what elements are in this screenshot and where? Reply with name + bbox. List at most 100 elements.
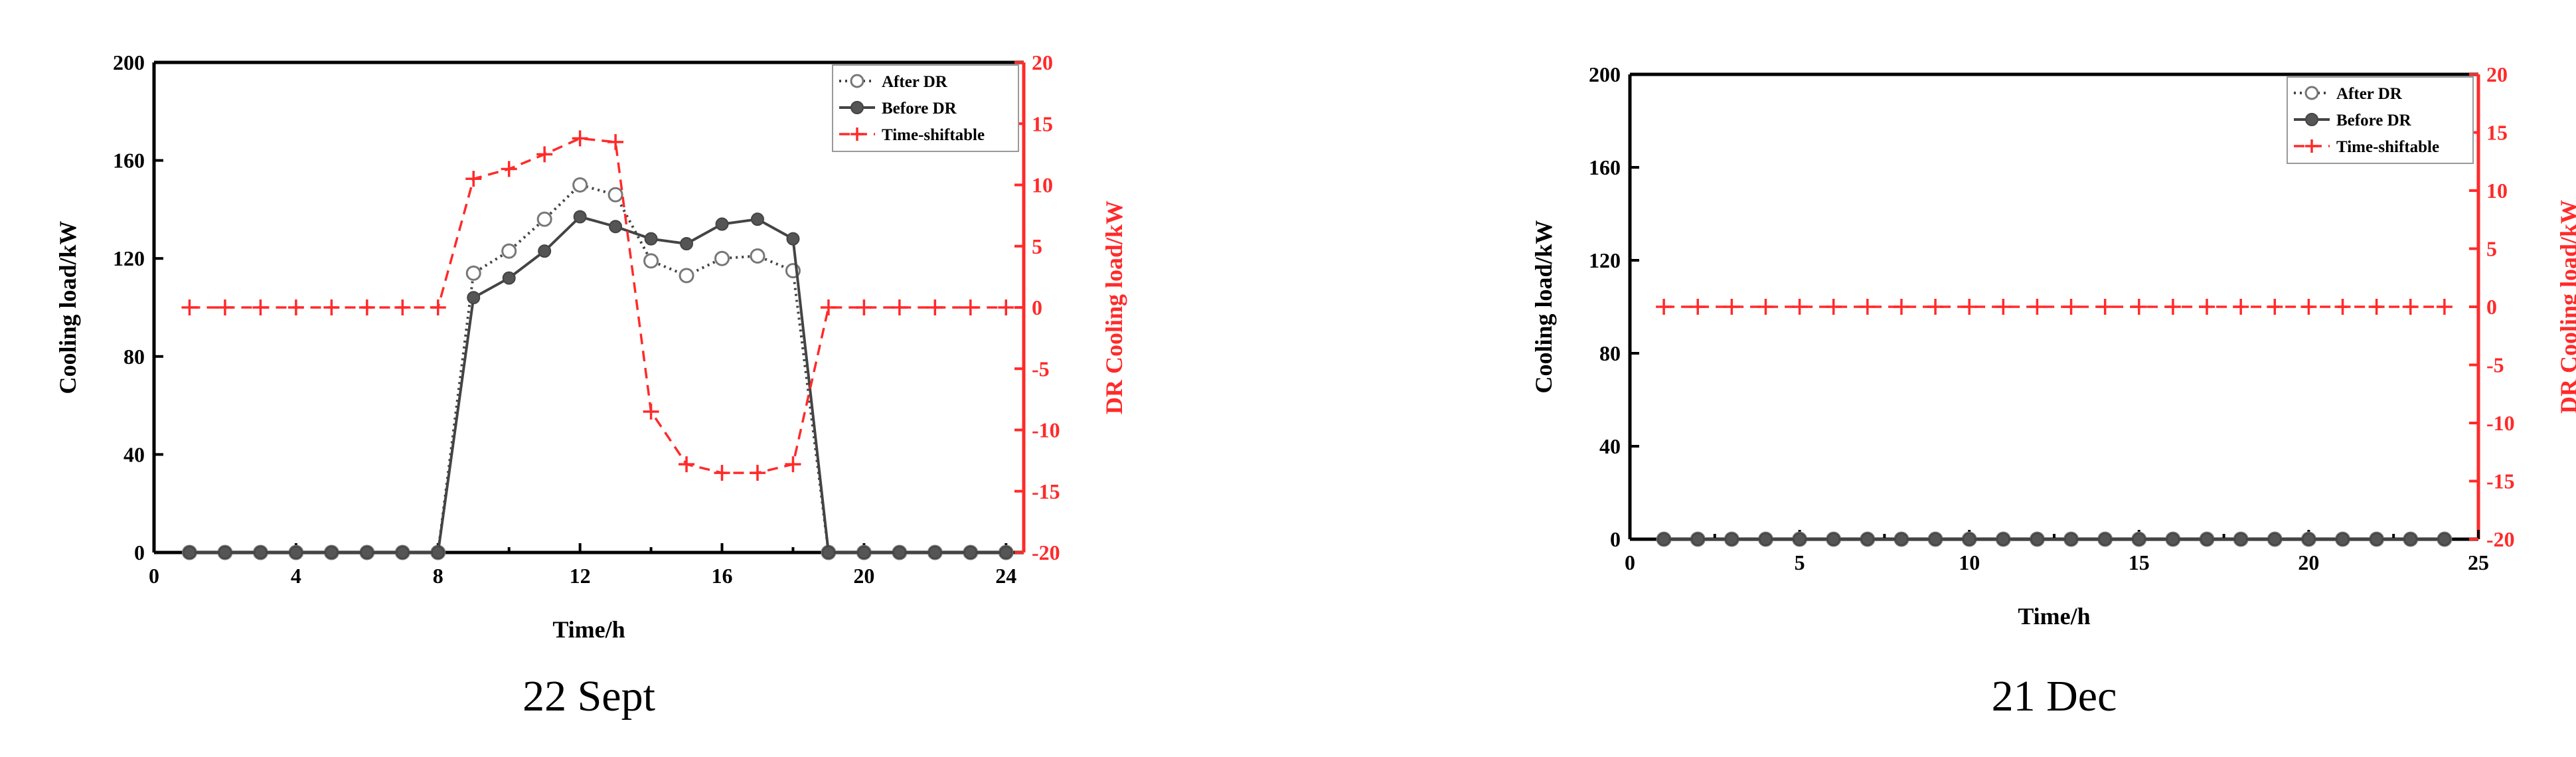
- data-point-before-dr: [1657, 533, 1671, 546]
- y-tick-label: 160: [1589, 155, 1621, 179]
- data-point-time-shiftable: [1791, 299, 1808, 315]
- x-tick-label: 24: [995, 564, 1016, 588]
- data-point-time-shiftable: [962, 299, 979, 315]
- x-tick-label: 16: [712, 564, 733, 588]
- data-point-before-dr: [1691, 533, 1705, 546]
- y2-tick-label: -10: [2486, 411, 2515, 435]
- data-point-before-dr: [1996, 533, 2010, 546]
- data-point-time-shiftable: [181, 299, 198, 315]
- y2-tick-label: -15: [2486, 469, 2515, 493]
- data-point-before-dr: [2336, 533, 2350, 546]
- data-point-before-dr: [2302, 533, 2316, 546]
- data-point-before-dr: [218, 546, 232, 559]
- legend-marker: [850, 74, 864, 88]
- y2-tick-label: 0: [2486, 295, 2497, 319]
- data-point-time-shiftable: [891, 299, 908, 315]
- x-tick-label: 25: [2468, 550, 2489, 574]
- data-point-before-dr: [680, 237, 694, 251]
- x-tick-label: 20: [2298, 550, 2319, 574]
- y2-tick-label: -20: [1032, 541, 1060, 564]
- data-point-time-shiftable: [465, 171, 482, 187]
- data-point-before-dr: [2030, 533, 2044, 546]
- data-point-before-dr: [538, 244, 552, 258]
- data-point-time-shiftable: [820, 299, 837, 315]
- x-tick-label: 20: [853, 564, 874, 588]
- y2-tick-label: 15: [1032, 112, 1053, 135]
- data-point-after-dr: [572, 177, 588, 193]
- legend-marker: [850, 101, 864, 114]
- data-point-after-dr: [465, 265, 481, 281]
- y-tick-label: 0: [1610, 527, 1621, 551]
- data-point-time-shiftable: [536, 146, 553, 163]
- series-line-open-circle: [189, 183, 1006, 554]
- data-point-before-dr: [325, 546, 339, 559]
- x-tick-label: 15: [2129, 550, 2150, 574]
- data-point-time-shiftable: [394, 299, 411, 315]
- chart-caption: 21 Dec: [1992, 672, 2117, 720]
- data-point-before-dr: [2166, 533, 2180, 546]
- y2-tick-label: 5: [2486, 237, 2497, 261]
- data-point-before-dr: [857, 546, 871, 559]
- data-point-before-dr: [502, 271, 516, 285]
- data-point-time-shiftable: [216, 299, 233, 315]
- y2-tick-label: 20: [2486, 62, 2508, 86]
- data-point-time-shiftable: [1927, 299, 1944, 315]
- data-point-time-shiftable: [2334, 299, 2351, 315]
- data-point-before-dr: [254, 546, 268, 559]
- data-point-time-shiftable: [2402, 299, 2419, 315]
- chart-21-dec: 0 5 10 15 20 25 0 40 80 120 160 200 -20 -15 -10 -5 0 5 10 1…: [1530, 62, 2576, 720]
- data-point-time-shiftable: [2063, 299, 2079, 315]
- data-point-time-shiftable: [572, 130, 588, 147]
- legend-label: Before DR: [2336, 112, 2412, 129]
- data-point-time-shiftable: [679, 456, 695, 473]
- data-point-time-shiftable: [1724, 299, 1740, 315]
- data-point-time-shiftable: [1893, 299, 1909, 315]
- x-tick-label: 12: [570, 564, 591, 588]
- data-point-time-shiftable: [1656, 299, 1672, 315]
- data-point-before-dr: [573, 210, 587, 224]
- y-tick-label: 200: [1589, 62, 1621, 86]
- x-tick-label: 10: [1959, 550, 1980, 574]
- data-point-before-dr: [786, 232, 800, 246]
- data-point-time-shiftable: [359, 299, 375, 315]
- series-line-plus: [189, 137, 1006, 474]
- y2-axis-title: DR Cooling load/kW: [1101, 201, 1127, 414]
- y2-tick-label: 15: [2486, 121, 2508, 145]
- data-point-time-shiftable: [430, 299, 446, 315]
- data-point-before-dr: [1759, 533, 1773, 546]
- data-point-before-dr: [1929, 533, 1943, 546]
- data-point-before-dr: [644, 232, 658, 246]
- data-point-before-dr: [396, 546, 410, 559]
- data-point-time-shiftable: [323, 299, 340, 315]
- legend-marker: [2305, 113, 2318, 126]
- data-point-before-dr: [1793, 533, 1807, 546]
- data-point-time-shiftable: [1757, 299, 1774, 315]
- data-point-time-shiftable: [1825, 299, 1842, 315]
- y2-axis-title: DR Cooling load/kW: [2555, 200, 2576, 414]
- data-point-time-shiftable: [2267, 299, 2283, 315]
- chart-caption: 22 Sept: [523, 672, 655, 720]
- legend: After DR Before DR Time-shiftable: [832, 64, 1019, 152]
- data-point-before-dr: [821, 546, 835, 559]
- data-point-after-dr: [536, 211, 552, 227]
- data-point-time-shiftable: [2131, 299, 2147, 315]
- data-point-time-shiftable: [252, 299, 269, 315]
- data-point-before-dr: [431, 546, 445, 559]
- legend-label: Time-shiftable: [882, 126, 985, 144]
- legend-label: Before DR: [882, 100, 957, 118]
- data-point-before-dr: [750, 212, 764, 226]
- data-point-after-dr: [501, 243, 517, 259]
- data-point-before-dr: [892, 546, 906, 559]
- data-point-before-dr: [2268, 533, 2282, 546]
- data-point-time-shiftable: [1961, 299, 1978, 315]
- y-tick-label: 80: [123, 345, 145, 369]
- y-tick-label: 0: [134, 541, 145, 564]
- y2-tick-label: 10: [2486, 179, 2508, 203]
- data-point-before-dr: [715, 217, 729, 231]
- legend-label: After DR: [2336, 85, 2403, 103]
- data-point-before-dr: [1860, 533, 1874, 546]
- data-point-time-shiftable: [643, 403, 659, 420]
- legend: After DR Before DR Time-shiftable: [2287, 76, 2474, 164]
- data-point-before-dr: [1963, 533, 1976, 546]
- y-axis-title: Cooling load/kW: [1530, 220, 1557, 393]
